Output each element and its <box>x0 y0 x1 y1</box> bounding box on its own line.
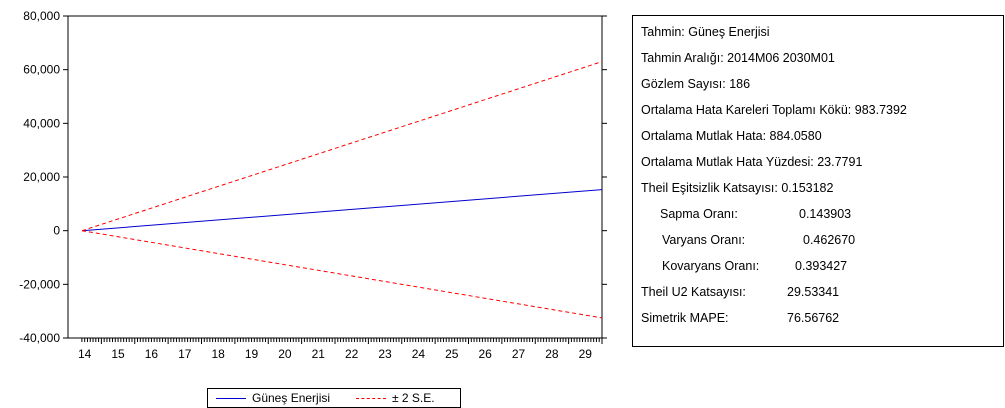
y-tick-label: 0 <box>53 224 60 238</box>
y-tick-label: 40,000 <box>23 116 60 130</box>
stat-row: Kovaryans Oranı: 0.393427 <box>662 257 847 275</box>
x-tick-label: 20 <box>278 347 292 361</box>
stat-label: Sapma Oranı: <box>660 207 738 221</box>
x-tick-label: 28 <box>545 347 559 361</box>
stat-row: Ortalama Mutlak Hata Yüzdesi: 23.7791 <box>641 153 862 171</box>
stat-row: Varyans Oranı: 0.462670 <box>662 231 855 249</box>
stat-row: Theil Eşitsizlik Katsayısı: 0.153182 <box>641 179 833 197</box>
x-tick-label: 15 <box>111 347 125 361</box>
legend-swatch <box>356 398 386 399</box>
y-tick-label: 20,000 <box>23 170 60 184</box>
stat-row: Theil U2 Katsayısı: 29.53341 <box>641 283 839 301</box>
x-tick-label: 24 <box>412 347 426 361</box>
y-tick-label: 60,000 <box>23 63 60 77</box>
stat-label: Ortalama Mutlak Hata: 884.0580 <box>641 129 822 143</box>
x-tick-label: 18 <box>212 347 226 361</box>
stat-value: 0.462670 <box>803 233 856 247</box>
stat-label: Varyans Oranı: <box>662 233 746 247</box>
forecast-line <box>81 189 603 232</box>
x-tick-label: 26 <box>479 347 493 361</box>
x-tick-label: 25 <box>445 347 459 361</box>
y-tick-label: -20,000 <box>19 277 60 291</box>
stat-label: Ortalama Mutlak Hata Yüzdesi: 23.7791 <box>641 155 863 169</box>
stat-row: Simetrik MAPE: 76.56762 <box>641 309 839 327</box>
stat-label: Tahmin: Güneş Enerjisi <box>641 25 770 39</box>
legend-label: ± 2 S.E. <box>392 391 435 405</box>
stat-label: Theil U2 Katsayısı: <box>641 285 746 299</box>
x-tick-label: 29 <box>579 347 593 361</box>
stat-value: 76.56762 <box>787 311 840 325</box>
x-tick-label: 21 <box>312 347 326 361</box>
x-tick-label: 14 <box>78 347 92 361</box>
forecast-stats-panel: Tahmin: Güneş Enerjisi Tahmin Aralığı: 2… <box>632 15 1004 347</box>
chart-legend: Güneş Enerjisi ± 2 S.E. <box>207 388 461 408</box>
stat-label: Ortalama Hata Kareleri Toplamı Kökü: 983… <box>641 103 907 117</box>
stat-row: Ortalama Mutlak Hata: 884.0580 <box>641 127 822 145</box>
x-tick-label: 23 <box>378 347 392 361</box>
stat-label: Theil Eşitsizlik Katsayısı: 0.153182 <box>641 181 834 195</box>
stat-label: Gözlem Sayısı: 186 <box>641 77 751 91</box>
legend-label: Güneş Enerjisi <box>252 391 331 405</box>
stat-row: Tahmin Aralığı: 2014M06 2030M01 <box>641 49 835 67</box>
stat-value: 0.143903 <box>799 207 852 221</box>
stat-label: Kovaryans Oranı: <box>662 259 760 273</box>
x-tick-label: 27 <box>512 347 526 361</box>
x-tick-label: 16 <box>145 347 159 361</box>
plot-frame <box>67 15 603 339</box>
x-tick-label: 22 <box>345 347 359 361</box>
forecast-chart: -40,000 -20,000 0 20,000 40,000 60,000 80,000 1… <box>19 9 607 361</box>
stat-row: Tahmin: Güneş Enerjisi <box>641 23 770 41</box>
x-tick-label: 17 <box>178 347 192 361</box>
y-tick-label: -40,000 <box>19 331 60 345</box>
stat-row: Gözlem Sayısı: 186 <box>641 75 750 93</box>
stat-row: Ortalama Hata Kareleri Toplamı Kökü: 983… <box>641 101 907 119</box>
upper-se-band-line <box>81 61 603 232</box>
legend-swatch <box>216 398 246 399</box>
stat-value: 0.393427 <box>795 259 848 273</box>
stat-row: Sapma Oranı: 0.143903 <box>660 205 851 223</box>
stat-label: Simetrik MAPE: <box>641 311 729 325</box>
y-tick-label: 80,000 <box>23 9 60 23</box>
x-tick-label: 19 <box>245 347 259 361</box>
stat-value: 29.53341 <box>787 285 840 299</box>
stat-label: Tahmin Aralığı: 2014M06 2030M01 <box>641 51 835 65</box>
lower-se-band-line <box>81 230 603 319</box>
